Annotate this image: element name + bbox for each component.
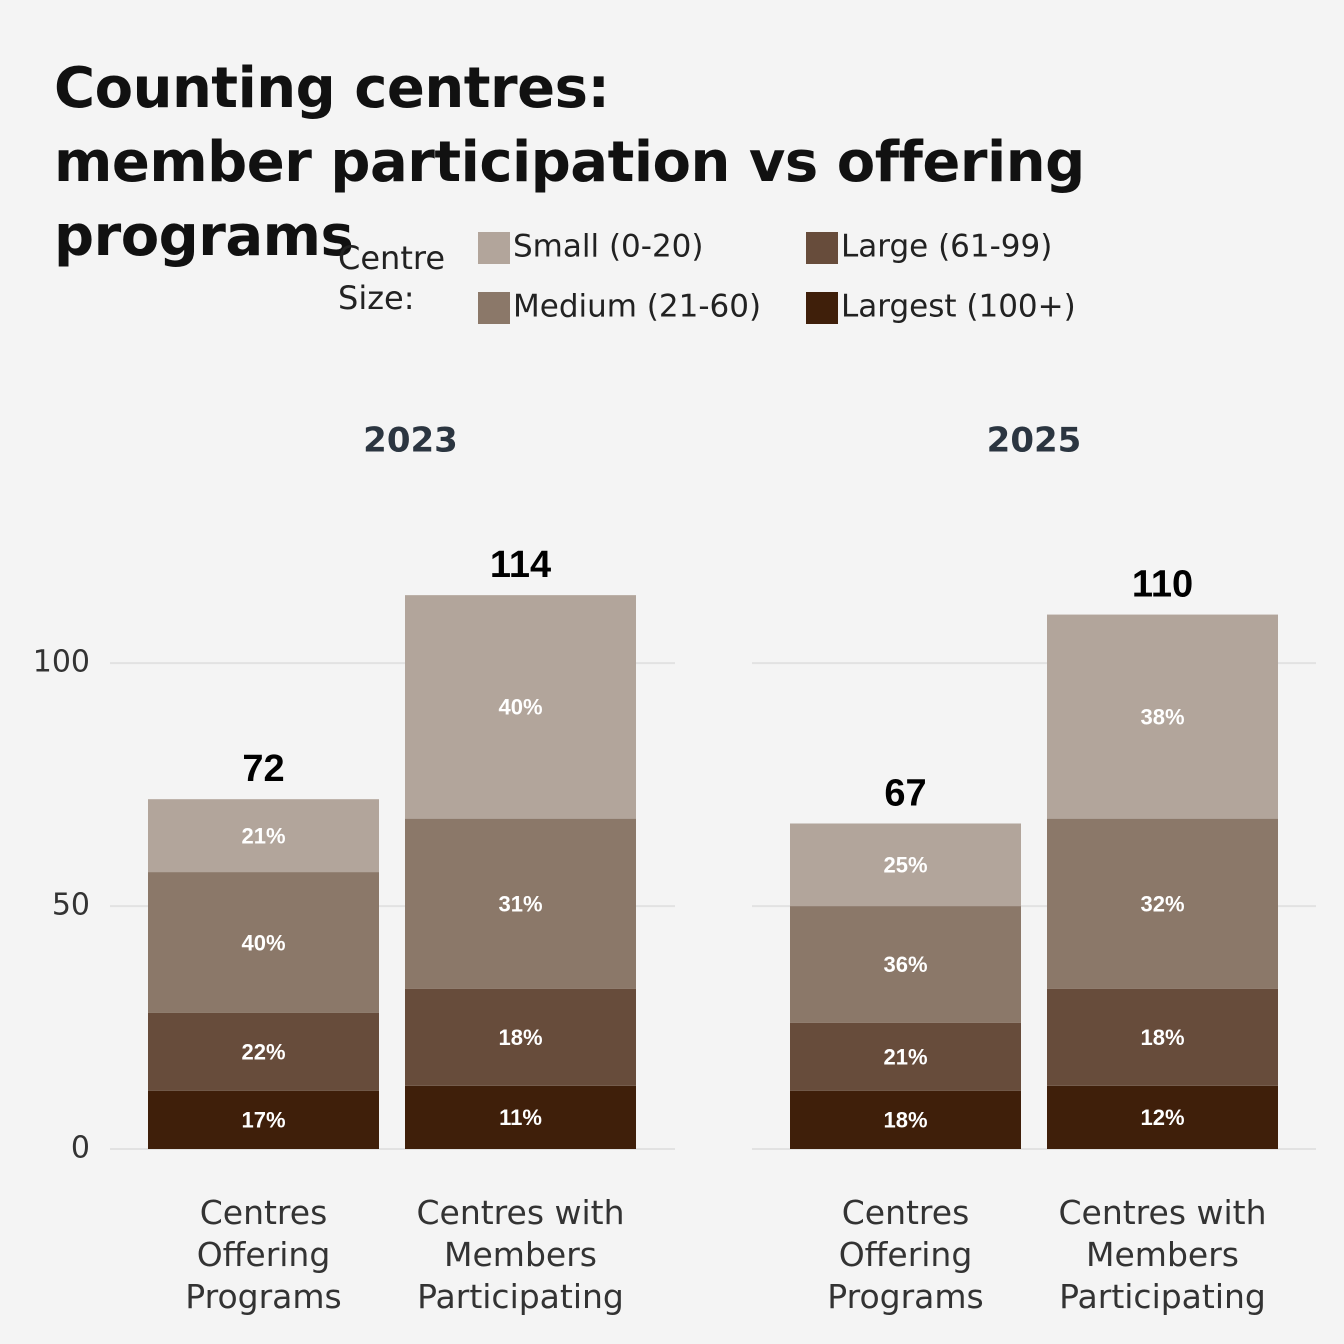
segment-label: 18% <box>498 1025 542 1050</box>
total-label: 114 <box>490 544 551 586</box>
segment-label: 40% <box>498 695 542 720</box>
chart-title: Counting centres: member participation v… <box>54 56 1085 269</box>
segment-label: 32% <box>1140 891 1184 916</box>
facet-title: 2023 <box>363 421 458 461</box>
y-tick-label: 0 <box>71 1131 90 1166</box>
bar-segment <box>790 823 1021 907</box>
bar-segment <box>1047 1085 1278 1149</box>
y-tick-label: 50 <box>52 888 90 923</box>
bar-segment <box>1047 818 1278 989</box>
legend-swatch <box>806 292 838 324</box>
x-tick-label: Centres Offering Programs <box>185 1193 342 1316</box>
legend-title: Centre Size: <box>338 239 445 317</box>
total-label: 110 <box>1132 564 1193 606</box>
segment-label: 21% <box>883 1045 927 1070</box>
segment-label: 40% <box>241 930 285 955</box>
legend-label: Large (61-99) <box>841 229 1052 265</box>
x-tick-label: Centres with Members Participating <box>1058 1193 1267 1316</box>
x-tick-label: Centres with Members Participating <box>416 1193 625 1316</box>
bar-segment <box>1047 988 1278 1086</box>
bar-segment <box>405 988 636 1086</box>
bar-segment <box>405 818 636 989</box>
legend-label: Largest (100+) <box>841 289 1076 325</box>
y-tick-label: 100 <box>33 645 90 680</box>
bar-segment <box>790 1022 1021 1091</box>
segment-label: 17% <box>241 1108 285 1133</box>
bar-segment <box>148 799 379 873</box>
x-tick-label: Centres Offering Programs <box>827 1193 984 1316</box>
legend-swatch <box>478 232 510 264</box>
legend-swatch <box>478 292 510 324</box>
segment-label: 18% <box>883 1108 927 1133</box>
segment-label: 11% <box>499 1105 542 1130</box>
legend-label: Small (0-20) <box>513 229 704 265</box>
bar-segment <box>1047 614 1278 819</box>
segment-label: 31% <box>498 891 542 916</box>
bar-segment <box>148 872 379 1013</box>
legend-label: Medium (21-60) <box>513 289 761 325</box>
bar-segment <box>148 1090 379 1149</box>
bar-segment <box>405 595 636 819</box>
segment-label: 21% <box>241 823 285 848</box>
segment-label: 38% <box>1140 704 1184 729</box>
segment-label: 36% <box>883 952 927 977</box>
bar-segment <box>148 1012 379 1091</box>
legend-swatch <box>806 232 838 264</box>
total-label: 67 <box>884 773 926 815</box>
bar-segment <box>790 1090 1021 1149</box>
segment-label: 25% <box>883 853 927 878</box>
segment-label: 18% <box>1140 1025 1184 1050</box>
segment-label: 12% <box>1140 1105 1184 1130</box>
segment-label: 22% <box>241 1040 285 1065</box>
facet-title: 2025 <box>987 421 1082 461</box>
total-label: 72 <box>242 748 284 790</box>
bar-segment <box>405 1085 636 1149</box>
bar-segment <box>790 906 1021 1023</box>
